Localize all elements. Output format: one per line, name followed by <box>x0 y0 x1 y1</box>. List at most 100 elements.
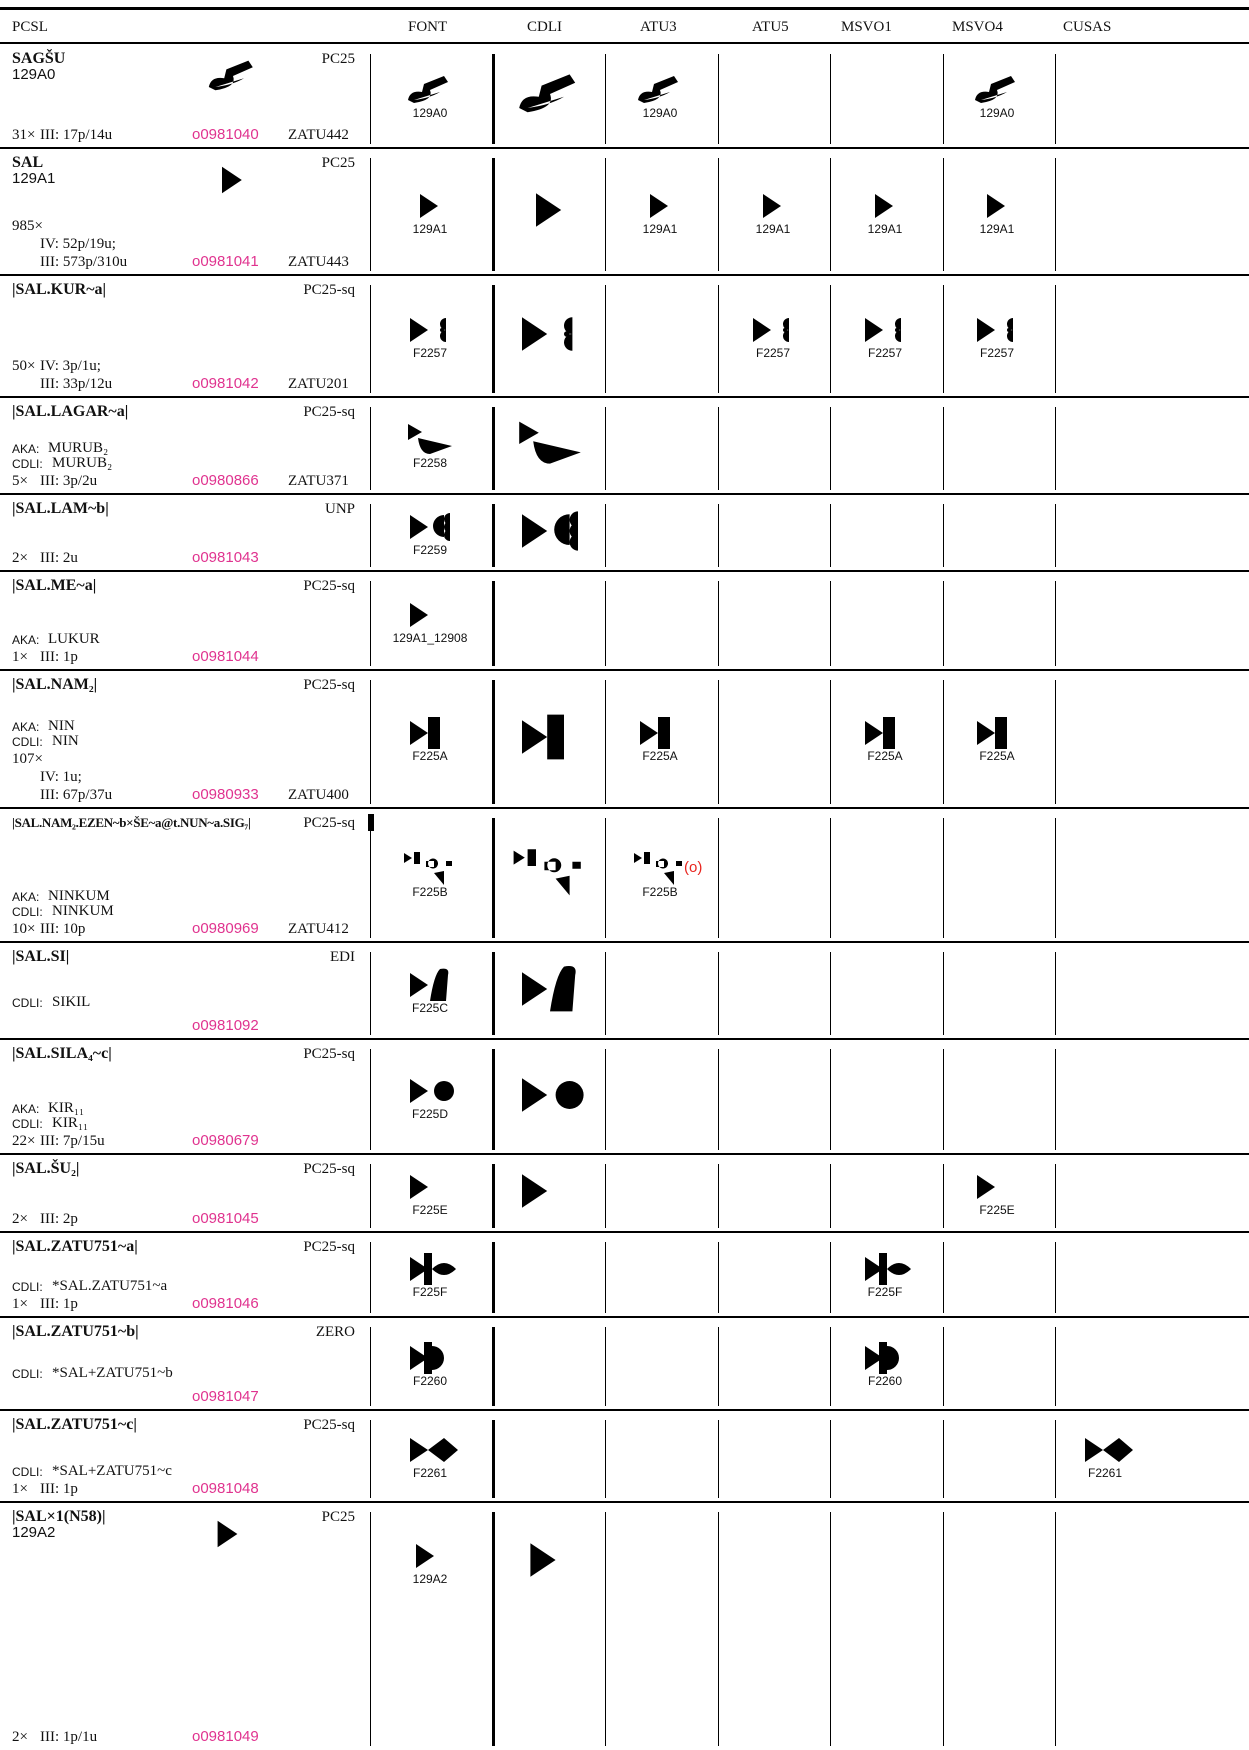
count: 5× <box>12 473 28 489</box>
note-tag: AKA: <box>12 442 40 456</box>
note-tag: AKA: <box>12 633 40 647</box>
cell-label: F2259 <box>412 542 448 557</box>
cell-label: F225F <box>867 1284 903 1299</box>
cell-divider <box>605 680 606 804</box>
sign-glyph <box>630 713 690 753</box>
period: III: 1p <box>40 1481 78 1497</box>
sign-glyph <box>400 310 460 350</box>
cell-label: F225E <box>412 1203 448 1217</box>
sign-glyph <box>630 849 690 889</box>
cell-divider <box>1055 1242 1056 1313</box>
cell-divider <box>943 680 944 804</box>
period: III: 3p/2u <box>40 473 98 489</box>
sign-glyph <box>630 186 690 226</box>
cell-divider <box>943 952 944 1035</box>
zatu-number: ZATU201 <box>288 376 349 392</box>
object-id: o0980679 <box>192 1132 259 1149</box>
cell-divider <box>605 54 606 144</box>
cell-divider <box>605 504 606 567</box>
cell-label: F225A <box>867 749 903 763</box>
row-rule <box>0 396 1249 398</box>
column-header: ATU3 <box>640 19 677 35</box>
cell-divider <box>1055 680 1056 804</box>
object-id: o0980933 <box>192 786 259 803</box>
sign-glyph <box>743 310 803 350</box>
status: EDI <box>330 949 355 965</box>
object-id: o0981049 <box>192 1728 259 1745</box>
cell-divider <box>492 54 495 144</box>
cell-divider <box>605 158 606 271</box>
column-header: CUSAS <box>1063 19 1112 35</box>
sign-name: |SAL.ŠU₂| <box>12 1160 80 1177</box>
note-text: *SAL.ZATU751~a <box>52 1278 168 1294</box>
cell-divider <box>1055 285 1056 393</box>
sign-glyph <box>400 420 460 460</box>
cell-divider <box>1055 1049 1056 1150</box>
cell-divider <box>492 1049 495 1150</box>
sign-name: |SAL.ZATU751~c| <box>12 1416 137 1433</box>
note-text: SIKIL <box>52 994 91 1010</box>
cell-divider <box>605 285 606 393</box>
zatu-number: ZATU443 <box>288 254 349 270</box>
sign-glyph <box>400 965 460 1005</box>
cell-divider <box>492 952 495 1035</box>
sign-glyph <box>855 310 915 350</box>
period: III: 17p/14u <box>40 127 113 143</box>
sign-code: 129A1 <box>12 170 56 187</box>
sign-glyph <box>508 503 592 559</box>
period: III: 1p <box>40 1296 78 1312</box>
row-rule <box>0 941 1249 943</box>
note-text: MURUB₂ <box>52 455 113 471</box>
column-header: MSVO4 <box>952 19 1003 35</box>
object-id: o0980866 <box>192 472 259 489</box>
count: 50× <box>12 358 36 374</box>
cell-divider <box>718 54 719 144</box>
note-tag: CDLI: <box>12 996 43 1010</box>
cell-divider <box>830 504 831 567</box>
row-rule <box>0 493 1249 495</box>
top-rule <box>0 7 1249 10</box>
cell-divider <box>605 407 606 490</box>
cell-divider <box>605 1164 606 1228</box>
cell-divider <box>1055 504 1056 567</box>
column-header: FONT <box>408 19 448 35</box>
sign-glyph <box>967 310 1027 350</box>
sign-glyph <box>400 1071 460 1111</box>
cell-divider <box>830 407 831 490</box>
cell-divider <box>943 54 944 144</box>
cell-divider <box>492 1420 495 1498</box>
cell-label: F2257 <box>867 346 903 360</box>
sign-glyph <box>200 1512 266 1556</box>
count: 22× <box>12 1133 36 1149</box>
cell-divider <box>830 1049 831 1150</box>
sign-glyph <box>508 961 592 1017</box>
note-tag: CDLI: <box>12 735 43 749</box>
count: 10× <box>12 921 36 937</box>
sign-glyph <box>508 66 592 122</box>
cell-divider <box>718 1512 719 1746</box>
note-tag: CDLI: <box>12 1280 43 1294</box>
sign-name: SAL <box>12 154 44 171</box>
cell-label: F2260 <box>867 1373 903 1388</box>
sign-glyph <box>400 1338 460 1378</box>
period: III: 67p/37u <box>40 787 113 803</box>
cell-divider <box>1055 1420 1056 1498</box>
cell-label: F225A <box>979 749 1015 763</box>
cell-label: F2257 <box>979 346 1015 360</box>
period: III: 1p/1u <box>40 1729 98 1745</box>
count: 2× <box>12 550 28 566</box>
cell-divider <box>370 1049 371 1150</box>
period: III: 10p <box>40 921 86 937</box>
object-id: o0981044 <box>192 648 259 665</box>
sign-glyph <box>508 416 592 472</box>
row-rule <box>0 1409 1249 1411</box>
cell-label: F2261 <box>412 1466 448 1480</box>
row-rule <box>0 1316 1249 1318</box>
sign-name: |SAL×1(N58)| <box>12 1508 106 1525</box>
period: III: 33p/12u <box>40 376 113 392</box>
note-tag: CDLI: <box>12 457 43 471</box>
cell-label: 129A1 <box>867 221 903 236</box>
cell-label: F2261 <box>1087 1466 1123 1480</box>
cell-divider <box>1055 1512 1056 1746</box>
zatu-number: ZATU371 <box>288 473 349 489</box>
